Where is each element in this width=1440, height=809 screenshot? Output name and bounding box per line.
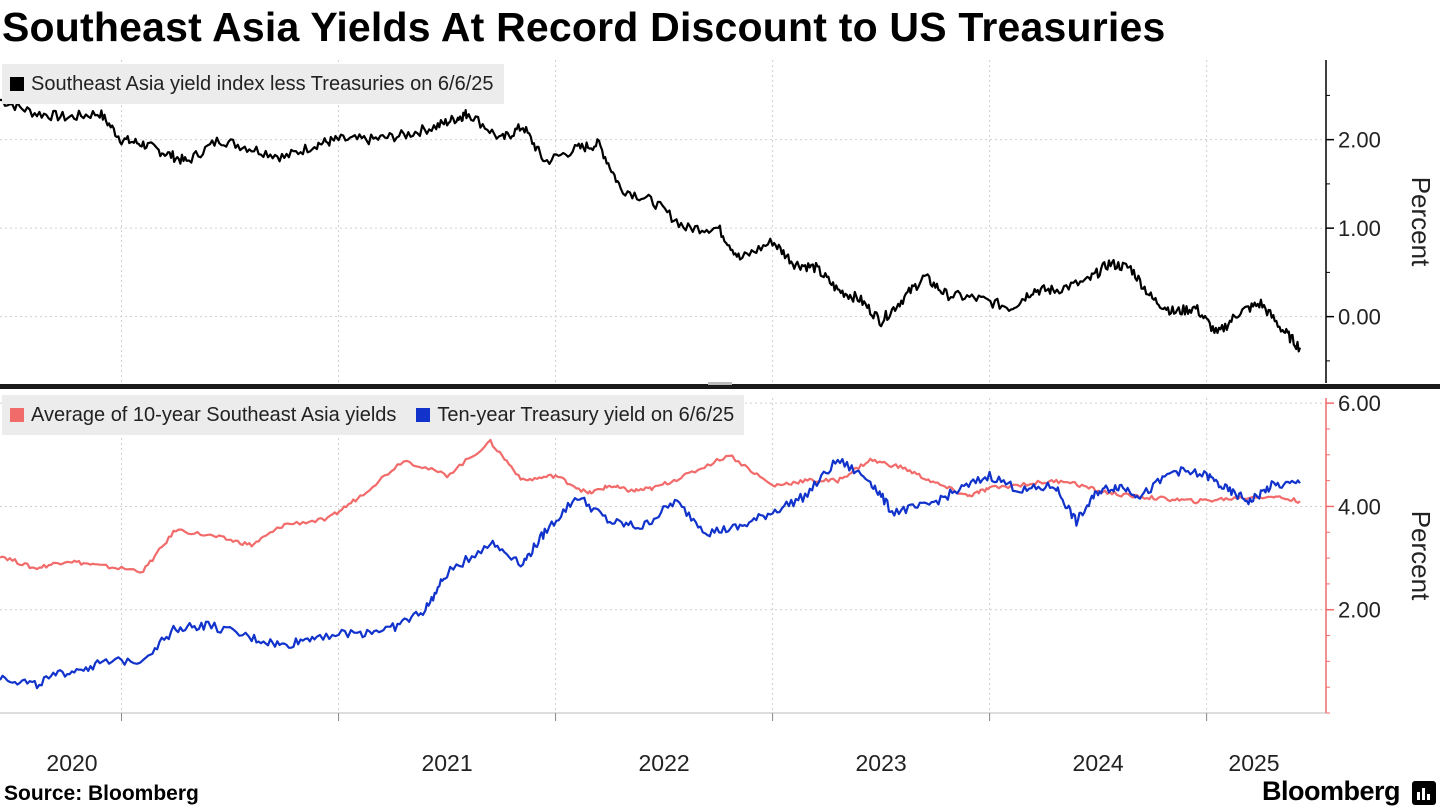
legend-swatch-spread <box>10 77 24 91</box>
legend-item-asean: Average of 10-year Southeast Asia yields <box>10 404 396 427</box>
y-tick-label: 6.00 <box>1338 391 1381 416</box>
legend-label-spread: Southeast Asia yield index less Treasuri… <box>31 72 494 95</box>
legend-swatch-treasury <box>416 408 431 422</box>
x-tick-label: 2025 <box>1228 750 1279 776</box>
brand-wordmark: Bloomberg <box>1261 776 1401 806</box>
legend-item-treasury: Ten-year Treasury yield on 6/6/25 <box>416 404 734 427</box>
y-tick-label: 2.00 <box>1338 128 1381 153</box>
x-tick-label: 2023 <box>856 750 907 776</box>
spread-series-line <box>0 98 1302 353</box>
y-tick-label: 0.00 <box>1338 305 1381 330</box>
panel-separator <box>0 384 1440 389</box>
legend-item-spread: Southeast Asia yield index less Treasuri… <box>10 73 494 96</box>
top-legend: Southeast Asia yield index less Treasuri… <box>2 64 504 104</box>
legend-label-asean: Average of 10-year Southeast Asia yields <box>31 403 397 426</box>
y-tick-label: 2.00 <box>1338 598 1381 623</box>
source-note: Source: Bloomberg <box>4 782 199 805</box>
asean-yield-series-line <box>0 438 1301 574</box>
y-axis-label: Percent <box>1406 177 1436 267</box>
panel-resize-handle <box>708 382 732 385</box>
bloomberg-logo-icon <box>1412 781 1436 805</box>
x-tick-label: 2022 <box>638 750 689 776</box>
x-tick-label: 2021 <box>421 750 472 776</box>
y-tick-label: 1.00 <box>1338 216 1381 241</box>
chart-title: Southeast Asia Yields At Record Discount… <box>2 4 1166 50</box>
treasury-yield-series-line <box>0 458 1301 690</box>
legend-label-treasury: Ten-year Treasury yield on 6/6/25 <box>437 403 735 426</box>
x-tick-label: 2024 <box>1073 750 1124 776</box>
y-tick-label: 4.00 <box>1338 494 1381 519</box>
legend-swatch-asean <box>10 408 24 422</box>
x-tick-label: 2020 <box>46 750 97 776</box>
bottom-legend: Average of 10-year Southeast Asia yields… <box>2 395 745 435</box>
y-axis-label: Percent <box>1406 511 1436 601</box>
